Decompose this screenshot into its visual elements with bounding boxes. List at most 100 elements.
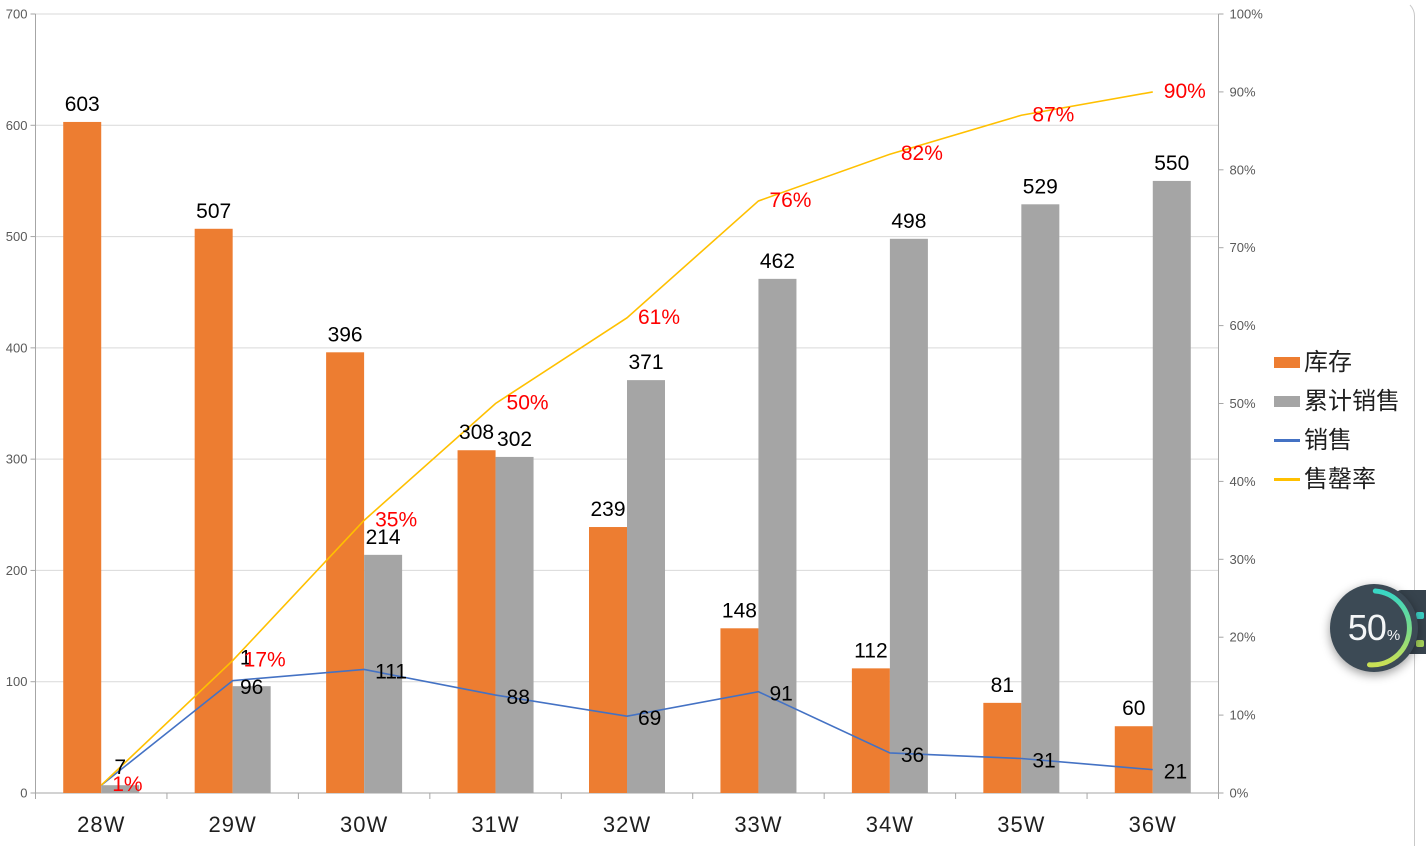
inventory-bar[interactable] xyxy=(1114,726,1153,793)
sales-label: 69 xyxy=(638,707,661,730)
right-axis-label: 30% xyxy=(1230,552,1256,567)
cumulative-sales-label: 371 xyxy=(628,351,663,374)
sales-label: 1 xyxy=(240,647,252,670)
inventory-bar[interactable] xyxy=(457,450,496,793)
legend-label: 售罄率 xyxy=(1304,466,1376,493)
legend-item-inventory[interactable]: 库存 xyxy=(1274,349,1400,376)
cumulative-sales-bar[interactable] xyxy=(627,380,665,793)
cumulative-sales-bar[interactable] xyxy=(232,686,271,793)
cumulative-sales-label: 550 xyxy=(1154,152,1189,175)
legend-label: 销售 xyxy=(1304,427,1352,454)
left-axis-label: 0 xyxy=(20,786,27,801)
legend-swatch-sales xyxy=(1274,439,1300,442)
left-axis-label: 700 xyxy=(6,7,28,22)
inventory-label: 112 xyxy=(854,639,887,662)
left-axis-label: 600 xyxy=(6,118,28,133)
inventory-label: 396 xyxy=(328,323,363,346)
progress-ring-icon xyxy=(1367,588,1412,668)
left-axis-label: 200 xyxy=(6,563,28,578)
legend-swatch-cumulative-sales xyxy=(1274,396,1300,407)
cumulative-sales-label: 302 xyxy=(497,428,532,451)
left-axis-label: 300 xyxy=(6,452,28,467)
chart-legend: 库存累计销售销售售罄率 xyxy=(1274,349,1400,493)
overlay-tab-icon-teal xyxy=(1416,612,1424,619)
sales-label: 31 xyxy=(1032,750,1055,773)
left-axis-label: 400 xyxy=(6,340,28,355)
progress-badge-overlay[interactable]: 50 % xyxy=(1322,576,1426,680)
sell-through-rate-label: 17% xyxy=(244,649,286,672)
sell-through-rate-label: 82% xyxy=(901,142,943,165)
inventory-bar[interactable] xyxy=(589,527,627,793)
category-label: 35W xyxy=(997,812,1045,837)
inventory-bar[interactable] xyxy=(983,702,1022,793)
progress-number: 50 xyxy=(1347,607,1387,648)
right-axis-label: 20% xyxy=(1230,630,1256,645)
overlay-tab-icon-green xyxy=(1416,640,1424,647)
inventory-label: 507 xyxy=(196,200,231,223)
sell-through-rate-label: 35% xyxy=(375,508,417,531)
sell-through-rate-label: 90% xyxy=(1164,80,1206,103)
inventory-label: 60 xyxy=(1122,697,1145,720)
sales-label: 88 xyxy=(507,686,530,709)
right-axis-label: 50% xyxy=(1230,396,1256,411)
cumulative-sales-label: 96 xyxy=(240,676,263,699)
category-label: 31W xyxy=(471,812,519,837)
inventory-bar[interactable] xyxy=(720,628,759,793)
sales-label: 36 xyxy=(901,744,924,767)
right-axis-label: 80% xyxy=(1230,162,1256,177)
category-label: 28W xyxy=(77,812,125,837)
sales-line[interactable] xyxy=(100,668,1153,786)
sales-label: 111 xyxy=(375,660,407,683)
cumulative-sales-label: 214 xyxy=(366,526,401,549)
right-axis-label: 40% xyxy=(1230,474,1256,489)
percent-sign: % xyxy=(1386,626,1401,644)
cumulative-sales-bar[interactable] xyxy=(1152,180,1191,793)
category-label: 34W xyxy=(866,812,914,837)
category-label: 33W xyxy=(734,812,782,837)
cumulative-sales-bar[interactable] xyxy=(495,456,534,793)
cumulative-sales-bar[interactable] xyxy=(1021,204,1060,793)
cumulative-sales-bar[interactable] xyxy=(101,785,140,793)
cumulative-sales-label: 529 xyxy=(1023,175,1058,198)
inventory-bar[interactable] xyxy=(326,352,365,793)
legend-label: 累计销售 xyxy=(1304,388,1400,415)
category-label: 29W xyxy=(209,812,257,837)
sell-through-rate-label: 61% xyxy=(638,306,680,329)
progress-value: 50 % xyxy=(1330,584,1418,672)
inventory-label: 603 xyxy=(65,93,100,116)
inventory-label: 308 xyxy=(459,421,494,444)
sell-through-rate-line[interactable] xyxy=(100,91,1153,786)
sell-through-rate-label: 87% xyxy=(1032,103,1074,126)
category-label: 36W xyxy=(1129,812,1177,837)
sell-through-rate-label: 50% xyxy=(507,392,549,415)
cumulative-sales-bar[interactable] xyxy=(758,278,797,793)
legend-label: 库存 xyxy=(1304,349,1352,376)
inventory-bar[interactable] xyxy=(63,121,102,793)
inventory-label: 81 xyxy=(991,674,1014,697)
right-axis-label: 100% xyxy=(1230,7,1264,22)
right-axis-label: 60% xyxy=(1230,318,1256,333)
sell-through-rate-label: 76% xyxy=(769,189,811,212)
progress-badge[interactable]: 50 % xyxy=(1330,584,1418,672)
sales-label: 21 xyxy=(1164,761,1187,784)
legend-item-sales[interactable]: 销售 xyxy=(1274,427,1400,454)
inventory-bar[interactable] xyxy=(194,228,233,793)
left-axis-label: 100 xyxy=(6,674,28,689)
legend-item-cumulative-sales[interactable]: 累计销售 xyxy=(1274,388,1400,415)
cumulative-sales-bar[interactable] xyxy=(889,238,928,794)
inventory-bar[interactable] xyxy=(851,668,890,793)
sell-through-rate-label: 1% xyxy=(112,773,142,796)
category-label: 30W xyxy=(340,812,388,837)
cumulative-sales-label: 462 xyxy=(760,250,795,273)
right-axis-label: 0% xyxy=(1230,786,1249,801)
cumulative-sales-label: 498 xyxy=(891,210,926,233)
category-label: 32W xyxy=(603,812,651,837)
right-axis-label: 10% xyxy=(1230,708,1256,723)
legend-item-sell-through-rate[interactable]: 售罄率 xyxy=(1274,466,1400,493)
left-axis-label: 500 xyxy=(6,229,28,244)
right-axis-label: 90% xyxy=(1230,84,1256,99)
inventory-label: 239 xyxy=(590,498,625,521)
